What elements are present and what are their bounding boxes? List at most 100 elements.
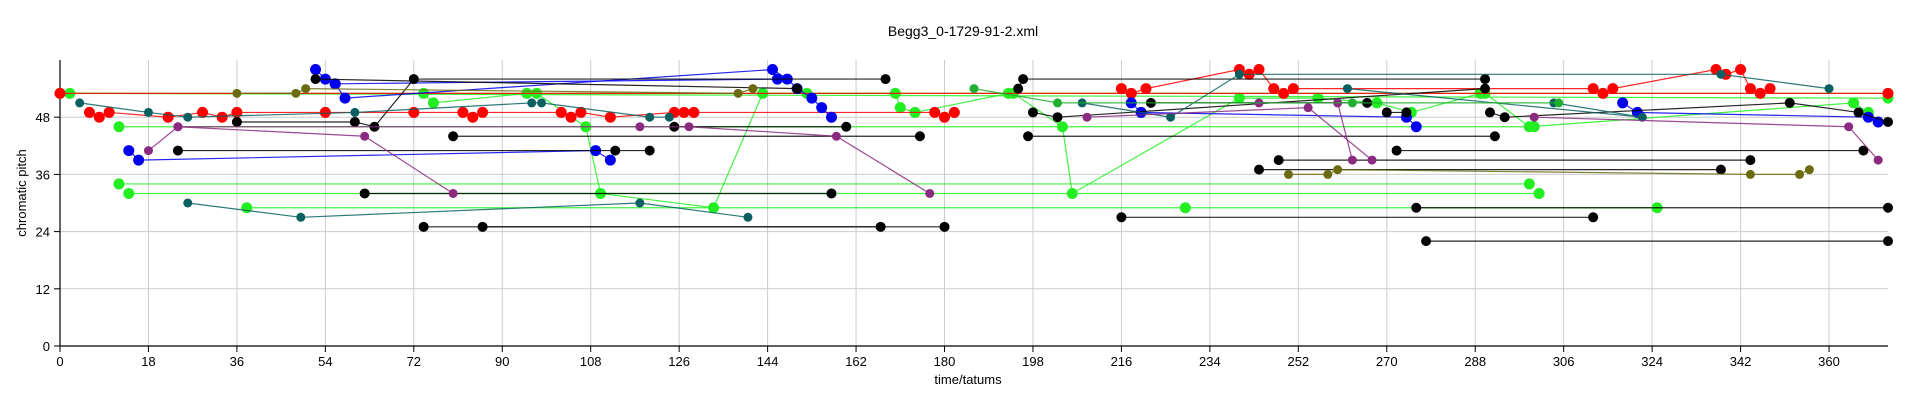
series-point — [948, 106, 960, 118]
series-point — [1303, 103, 1313, 113]
series-point — [1053, 98, 1063, 108]
series-17 — [310, 74, 803, 94]
y-tick-label: 48 — [36, 110, 50, 125]
series-point — [645, 112, 655, 122]
series-line — [973, 88, 1559, 104]
series-point — [806, 92, 818, 104]
series-point — [688, 106, 700, 118]
series-point — [183, 198, 193, 208]
series-point — [75, 98, 85, 108]
grid — [59, 60, 1888, 347]
series-point — [826, 188, 837, 199]
series-point — [143, 107, 153, 117]
series-point — [1018, 74, 1029, 85]
series-point — [54, 87, 66, 99]
series-point — [329, 78, 341, 90]
series-28 — [1273, 155, 1756, 166]
x-tick-label: 288 — [1464, 354, 1486, 369]
series-12 — [329, 73, 783, 90]
x-tick-label: 72 — [407, 354, 421, 369]
series-point — [816, 102, 828, 114]
series-point — [1745, 155, 1756, 166]
series-point — [1795, 169, 1805, 179]
series-point — [1323, 169, 1333, 179]
series-point — [1066, 187, 1078, 199]
series-point — [610, 145, 621, 156]
series-point — [1499, 112, 1510, 123]
series-point — [231, 116, 242, 127]
series-point — [565, 111, 577, 123]
series-point — [792, 83, 803, 94]
series-line — [315, 78, 798, 90]
series-point — [1554, 98, 1564, 108]
axes: 0 18 36 54 72 90 108 126 144 162 180 198 216 234 252 27… — [36, 60, 1888, 369]
series-point — [1333, 165, 1343, 175]
series-point — [1116, 212, 1127, 223]
series-10 — [123, 145, 616, 166]
series-point — [339, 92, 351, 104]
series-point — [1233, 92, 1245, 104]
series-line — [187, 202, 749, 218]
y-tick-label: 12 — [36, 282, 50, 297]
series-point — [172, 145, 183, 156]
series-15 — [172, 145, 655, 156]
series-point — [644, 145, 655, 156]
series-point — [1082, 112, 1092, 122]
series-point — [733, 88, 743, 98]
series-point — [1480, 83, 1491, 94]
series-point — [1411, 202, 1422, 213]
series-point — [635, 198, 645, 208]
series-point — [635, 122, 645, 132]
series-point — [477, 106, 489, 118]
series-point — [310, 74, 321, 85]
series-point — [1056, 121, 1068, 133]
series-point — [1858, 145, 1869, 156]
series-point — [767, 64, 779, 76]
series-point — [1883, 116, 1893, 127]
series-22 — [669, 121, 852, 132]
series-point — [173, 122, 183, 132]
x-tick-label: 54 — [318, 354, 332, 369]
series-point — [939, 111, 951, 123]
series-point — [1268, 83, 1280, 95]
series-31 — [1411, 202, 1893, 213]
series-point — [527, 98, 537, 108]
series-point — [197, 106, 209, 118]
series-group — [54, 64, 1894, 247]
series-point — [291, 88, 301, 98]
series-point — [575, 106, 587, 118]
series-9 — [54, 87, 1894, 99]
series-point — [1140, 83, 1152, 95]
series-line — [1622, 102, 1879, 123]
series-point — [1824, 84, 1834, 94]
x-tick-label: 270 — [1376, 354, 1398, 369]
series-point — [1489, 131, 1500, 142]
series-point — [418, 221, 429, 232]
series-point — [1588, 212, 1599, 223]
series-42 — [1082, 103, 1377, 165]
series-point — [1607, 83, 1619, 95]
series-point — [301, 84, 311, 94]
series-line — [335, 78, 778, 85]
series-line — [79, 102, 670, 118]
series-point — [1312, 92, 1324, 104]
series-point — [1391, 145, 1402, 156]
series-point — [232, 88, 242, 98]
series-line — [236, 87, 754, 94]
series-point — [1883, 202, 1893, 213]
series-point — [1381, 107, 1392, 118]
series-point — [1410, 121, 1422, 133]
series-point — [143, 146, 153, 156]
series-35 — [75, 98, 674, 122]
series-point — [831, 131, 841, 141]
series-44 — [232, 84, 758, 98]
series-point — [1115, 83, 1127, 95]
series-point — [477, 221, 488, 232]
series-point — [1745, 169, 1755, 179]
series-point — [880, 74, 891, 85]
series-point — [1882, 87, 1894, 99]
x-tick-label: 126 — [668, 354, 690, 369]
x-tick-label: 306 — [1553, 354, 1575, 369]
series-point — [310, 64, 322, 76]
